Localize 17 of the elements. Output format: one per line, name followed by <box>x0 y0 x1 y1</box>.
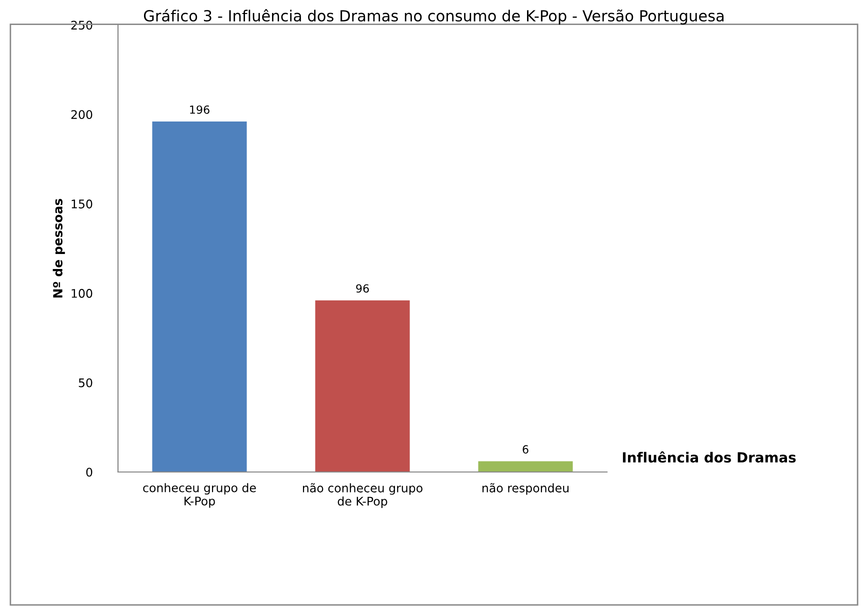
chart-title: Gráfico 3 - Influência dos Dramas no consumo de K-Pop - Versão Portuguesa <box>144 9 724 25</box>
y-tick-label: 150 <box>72 200 92 208</box>
y-tick-label: 0 <box>86 468 92 477</box>
y-tick-label: 200 <box>71 110 92 120</box>
bar <box>315 300 410 472</box>
x-tick-label: conheceu grupo de K-Pop <box>143 483 256 508</box>
y-tick-label: 50 <box>78 378 92 388</box>
x-axis-title: Influência dos Dramas <box>622 451 796 463</box>
x-tick-label: não respondeu <box>482 483 568 495</box>
bar <box>478 461 573 472</box>
y-tick-label: 100 <box>72 288 92 298</box>
x-tick-label: não conheceu grupo de K-Pop <box>302 483 422 508</box>
y-axis-title: Nº de pessoas <box>52 198 65 298</box>
data-label: 6 <box>522 445 528 454</box>
data-label: 196 <box>190 105 210 114</box>
bar <box>152 122 247 472</box>
data-label: 96 <box>356 284 369 293</box>
